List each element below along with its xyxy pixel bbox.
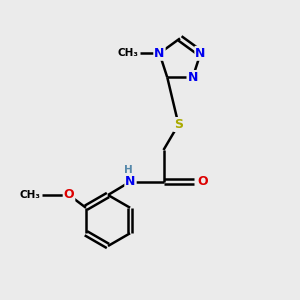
Text: O: O — [197, 175, 208, 188]
Text: N: N — [195, 47, 206, 60]
Text: CH₃: CH₃ — [20, 190, 40, 200]
Text: O: O — [64, 188, 74, 202]
Text: N: N — [154, 47, 165, 60]
Text: S: S — [174, 118, 183, 131]
Text: CH₃: CH₃ — [118, 48, 139, 58]
Text: N: N — [125, 175, 136, 188]
Text: N: N — [188, 71, 198, 84]
Text: H: H — [124, 165, 133, 175]
